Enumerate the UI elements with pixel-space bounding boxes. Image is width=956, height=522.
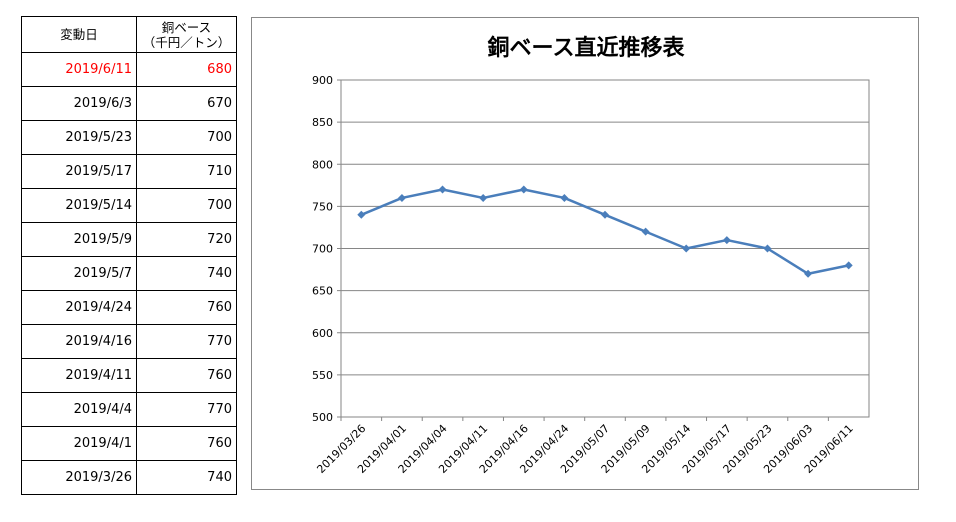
- price-cell: 760: [136, 358, 237, 393]
- table-header-row: 変動日 銅ベース （千円／トン）: [21, 16, 237, 53]
- data-point-marker: [722, 236, 731, 245]
- y-tick-label: 900: [312, 74, 333, 87]
- table-row: 2019/3/26 740: [21, 460, 237, 495]
- date-cell: 2019/3/26: [21, 460, 137, 495]
- table-body: 2019/6/11 680 2019/6/3 670 2019/5/23 700 2019/…: [21, 52, 237, 495]
- table-row: 2019/5/9 720: [21, 222, 237, 257]
- plot-area: [340, 79, 870, 418]
- price-cell: 700: [136, 188, 237, 223]
- data-point-marker: [763, 244, 772, 253]
- date-cell: 2019/5/17: [21, 154, 137, 189]
- date-cell: 2019/4/11: [21, 358, 137, 393]
- table-row: 2019/4/1 760: [21, 426, 237, 461]
- header-price-line2: （千円／トン）: [142, 34, 231, 50]
- data-point-marker: [519, 185, 528, 194]
- y-tick-label: 600: [312, 327, 333, 340]
- table-row: 2019/4/24 760: [21, 290, 237, 325]
- y-tick-label: 750: [312, 200, 333, 213]
- y-tick-label: 700: [312, 243, 333, 256]
- data-point-marker: [397, 193, 406, 202]
- date-cell: 2019/6/11: [21, 52, 137, 87]
- date-cell: 2019/4/16: [21, 324, 137, 359]
- price-cell: 770: [136, 392, 237, 427]
- price-cell: 740: [136, 460, 237, 495]
- data-point-marker: [804, 269, 813, 278]
- data-point-marker: [641, 227, 650, 236]
- date-cell: 2019/4/4: [21, 392, 137, 427]
- price-cell: 770: [136, 324, 237, 359]
- date-cell: 2019/4/1: [21, 426, 137, 461]
- table-row: 2019/6/11 680: [21, 52, 237, 87]
- table-row: 2019/5/17 710: [21, 154, 237, 189]
- price-cell: 680: [136, 52, 237, 87]
- table-row: 2019/4/16 770: [21, 324, 237, 359]
- data-point-marker: [479, 193, 488, 202]
- price-cell: 760: [136, 290, 237, 325]
- date-cell: 2019/5/23: [21, 120, 137, 155]
- y-tick-label: 500: [312, 411, 333, 424]
- price-cell: 700: [136, 120, 237, 155]
- date-cell: 2019/5/9: [21, 222, 137, 257]
- price-cell: 740: [136, 256, 237, 291]
- data-point-marker: [601, 210, 609, 219]
- y-tick-label: 550: [312, 369, 333, 382]
- header-price-line1: 銅ベース: [161, 19, 212, 35]
- date-cell: 2019/5/7: [21, 256, 137, 291]
- date-cell: 2019/4/24: [21, 290, 137, 325]
- price-cell: 670: [136, 86, 237, 121]
- y-tick-label: 800: [312, 158, 333, 171]
- data-point-marker: [844, 261, 853, 270]
- price-cell: 720: [136, 222, 237, 257]
- header-price: 銅ベース （千円／トン）: [136, 16, 237, 53]
- chart-frame: 銅ベース直近推移表 500 550 600 650 700 750 800 850 900 201…: [251, 17, 919, 490]
- date-cell: 2019/6/3: [21, 86, 137, 121]
- table-row: 2019/5/23 700: [21, 120, 237, 155]
- table-row: 2019/4/4 770: [21, 392, 237, 427]
- table-row: 2019/6/3 670: [21, 86, 237, 121]
- price-table: 変動日 銅ベース （千円／トン） 2019/6/11 680 2019/6/3 670…: [21, 16, 237, 495]
- data-point-marker: [682, 244, 691, 253]
- table-row: 2019/5/7 740: [21, 256, 237, 291]
- y-tick-label: 650: [312, 285, 333, 298]
- data-point-marker: [560, 193, 569, 202]
- y-tick-label: 850: [312, 116, 333, 129]
- header-date: 変動日: [21, 16, 137, 53]
- date-cell: 2019/5/14: [21, 188, 137, 223]
- price-cell: 710: [136, 154, 237, 189]
- data-point-marker: [438, 185, 447, 194]
- price-cell: 760: [136, 426, 237, 461]
- series-line: [360, 188, 849, 276]
- line-chart: 銅ベース直近推移表 500550600650700750800850900201…: [312, 35, 870, 476]
- data-point-marker: [357, 210, 366, 219]
- chart-title: 銅ベース直近推移表: [488, 35, 686, 61]
- table-row: 2019/5/14 700: [21, 188, 237, 223]
- table-row: 2019/4/11 760: [21, 358, 237, 393]
